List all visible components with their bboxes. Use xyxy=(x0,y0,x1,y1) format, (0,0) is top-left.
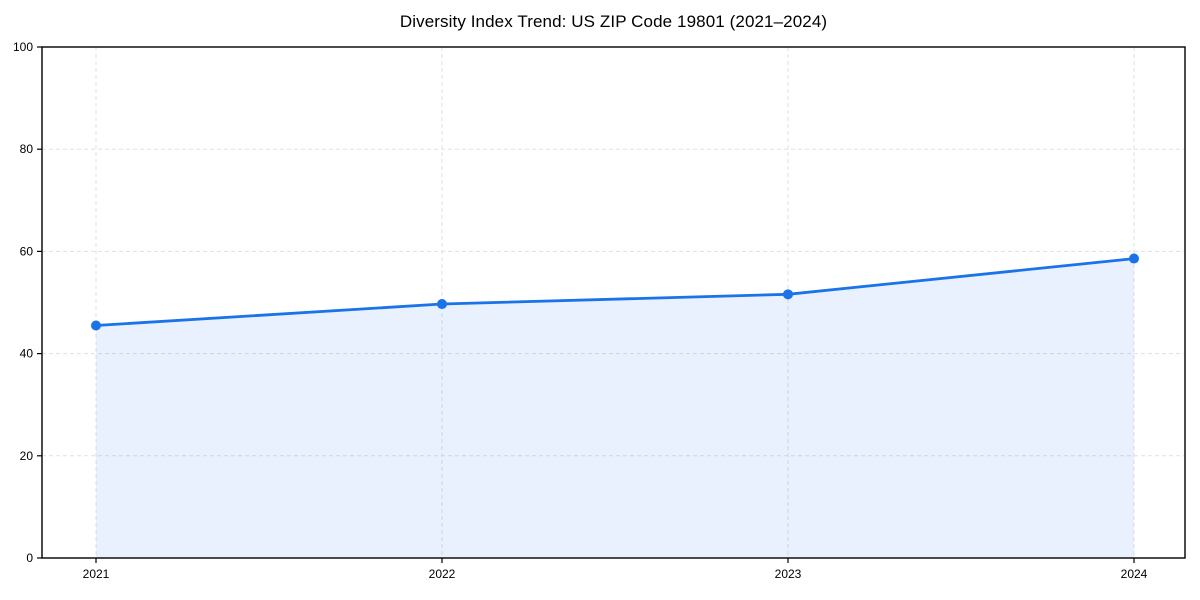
trend-line xyxy=(94,257,1136,327)
y-tick-label: 80 xyxy=(20,142,34,156)
y-tick-label: 20 xyxy=(20,449,34,463)
data-point-marker xyxy=(1129,253,1139,264)
y-tick-label: 0 xyxy=(26,551,33,565)
data-point-marker xyxy=(783,289,793,300)
y-tick-label: 100 xyxy=(13,40,33,54)
trend-area-fill xyxy=(96,258,1134,558)
data-point-marker xyxy=(91,320,101,331)
x-tick-label: 2024 xyxy=(1121,567,1148,581)
y-tick-label: 60 xyxy=(20,244,34,258)
data-point-marker xyxy=(437,299,447,310)
x-tick-label: 2022 xyxy=(429,567,456,581)
plot-border xyxy=(41,46,1186,559)
x-tick-label: 2021 xyxy=(83,567,110,581)
x-tick-label: 2023 xyxy=(775,567,802,581)
chart-title: Diversity Index Trend: US ZIP Code 19801… xyxy=(399,12,828,31)
y-tick-label: 40 xyxy=(20,347,34,361)
